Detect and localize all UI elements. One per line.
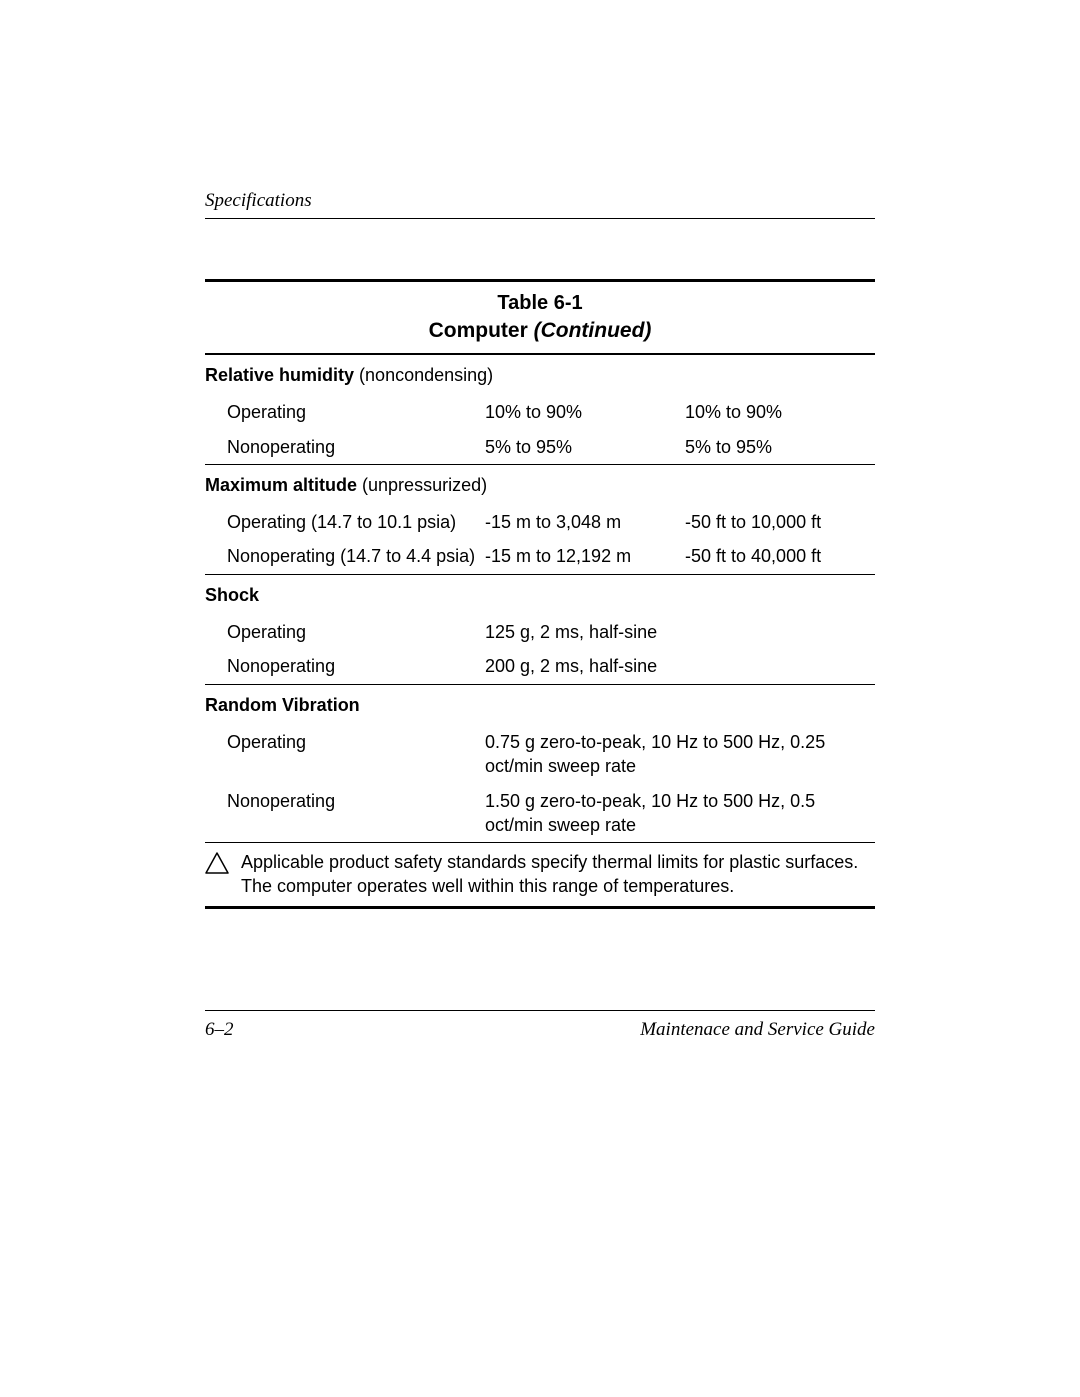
section-vibration: Random Vibration bbox=[205, 684, 875, 725]
table-row: Operating 10% to 90% 10% to 90% bbox=[205, 395, 875, 429]
page-number: 6–2 bbox=[205, 1019, 234, 1041]
table-row: Nonoperating 200 g, 2 ms, half-sine bbox=[205, 649, 875, 684]
section-label-bold: Random Vibration bbox=[205, 695, 360, 715]
section-header: Specifications bbox=[205, 190, 875, 219]
table-row: Operating 125 g, 2 ms, half-sine bbox=[205, 615, 875, 649]
row-c2: 5% to 95% bbox=[485, 430, 685, 465]
row-c3: -50 ft to 10,000 ft bbox=[685, 505, 875, 539]
section-shock: Shock bbox=[205, 574, 875, 615]
row-name: Nonoperating bbox=[205, 649, 485, 684]
row-c2: 125 g, 2 ms, half-sine bbox=[485, 615, 875, 649]
row-name: Nonoperating bbox=[205, 784, 485, 843]
section-altitude: Maximum altitude (unpressurized) bbox=[205, 464, 875, 505]
page-content: Specifications Table 6-1 Computer (Conti… bbox=[205, 190, 875, 909]
row-c2: 10% to 90% bbox=[485, 395, 685, 429]
page-footer: 6–2 Maintenace and Service Guide bbox=[205, 1010, 875, 1041]
section-label-rest: (noncondensing) bbox=[354, 365, 493, 385]
spec-table: Table 6-1 Computer (Continued) Relative … bbox=[205, 279, 875, 909]
row-c2: 0.75 g zero-to-peak, 10 Hz to 500 Hz, 0.… bbox=[485, 725, 875, 784]
section-label-bold: Relative humidity bbox=[205, 365, 354, 385]
row-name: Nonoperating bbox=[205, 430, 485, 465]
table-row: Operating 0.75 g zero-to-peak, 10 Hz to … bbox=[205, 725, 875, 784]
caution-icon bbox=[205, 852, 229, 880]
row-c3: -50 ft to 40,000 ft bbox=[685, 539, 875, 574]
section-humidity: Relative humidity (noncondensing) bbox=[205, 354, 875, 395]
section-label-rest: (unpressurized) bbox=[357, 475, 487, 495]
table-title: Computer (Continued) bbox=[205, 315, 875, 353]
table-caption: Table 6-1 bbox=[205, 282, 875, 315]
table-row: Nonoperating (14.7 to 4.4 psia) -15 m to… bbox=[205, 539, 875, 574]
row-c2: -15 m to 12,192 m bbox=[485, 539, 685, 574]
row-name: Operating (14.7 to 10.1 psia) bbox=[205, 505, 485, 539]
spec-table-body: Relative humidity (noncondensing) Operat… bbox=[205, 353, 875, 906]
footer-title: Maintenace and Service Guide bbox=[640, 1019, 875, 1041]
row-c2: 200 g, 2 ms, half-sine bbox=[485, 649, 875, 684]
table-row: Nonoperating 5% to 95% 5% to 95% bbox=[205, 430, 875, 465]
row-name: Nonoperating (14.7 to 4.4 psia) bbox=[205, 539, 485, 574]
table-row: Nonoperating 1.50 g zero-to-peak, 10 Hz … bbox=[205, 784, 875, 843]
row-name: Operating bbox=[205, 395, 485, 429]
table-row: Operating (14.7 to 10.1 psia) -15 m to 3… bbox=[205, 505, 875, 539]
section-label-bold: Maximum altitude bbox=[205, 475, 357, 495]
row-c3: 10% to 90% bbox=[685, 395, 875, 429]
row-c2: 1.50 g zero-to-peak, 10 Hz to 500 Hz, 0.… bbox=[485, 784, 875, 843]
section-label-bold: Shock bbox=[205, 585, 259, 605]
table-title-bold: Computer bbox=[429, 319, 528, 342]
row-c3: 5% to 95% bbox=[685, 430, 875, 465]
note-text: Applicable product safety standards spec… bbox=[241, 851, 875, 898]
row-c2: -15 m to 3,048 m bbox=[485, 505, 685, 539]
note-row: Applicable product safety standards spec… bbox=[205, 843, 875, 906]
row-name: Operating bbox=[205, 725, 485, 784]
table-title-italic: (Continued) bbox=[528, 319, 652, 342]
row-name: Operating bbox=[205, 615, 485, 649]
